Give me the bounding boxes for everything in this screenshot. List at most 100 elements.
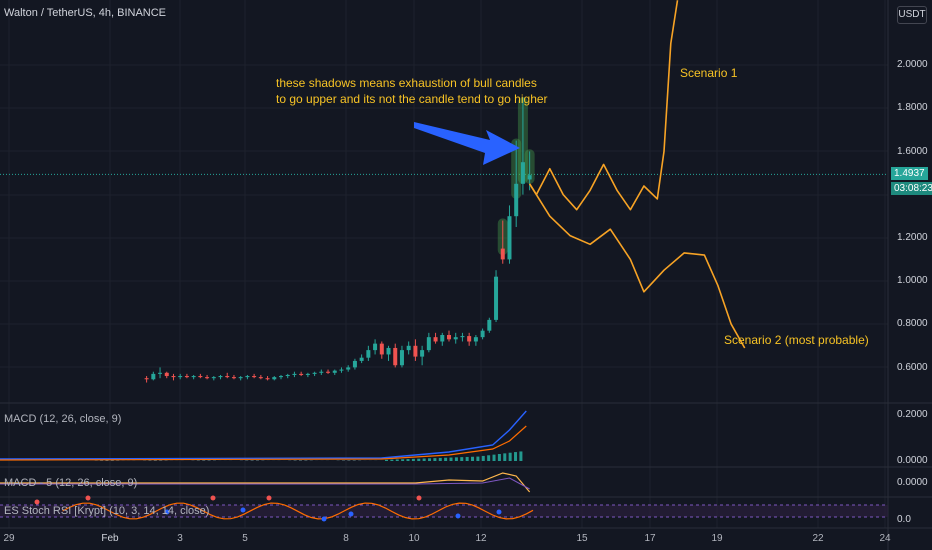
countdown-badge: 03:08:23: [891, 182, 932, 195]
candle-body: [312, 372, 317, 374]
candle-body: [332, 370, 337, 373]
x-tick: 19: [711, 533, 723, 544]
candle-body: [373, 343, 378, 351]
candle-body: [245, 376, 250, 378]
macd-histogram-bar: [465, 456, 469, 461]
macd-histogram-bar: [460, 457, 464, 461]
annotation-arrow: [414, 122, 520, 165]
candle-body: [305, 373, 310, 375]
x-tick: 10: [408, 533, 420, 544]
macd-line: [0, 410, 527, 460]
stoch-signal-dot: [416, 495, 422, 501]
candle-body: [258, 377, 263, 379]
macd-histogram-bar: [411, 458, 415, 461]
candle-body: [218, 376, 223, 378]
price-tick: 1.2000: [897, 232, 928, 243]
candle-body: [433, 337, 438, 342]
stoch-band: [0, 505, 888, 517]
candle-body: [299, 373, 304, 375]
candle-body: [359, 357, 364, 361]
macd-histogram-bar: [438, 457, 442, 461]
macd-histogram-bar: [433, 458, 437, 461]
x-tick: 17: [644, 533, 656, 544]
x-tick: 8: [343, 533, 349, 544]
stoch-tick: 0.0: [897, 514, 911, 525]
candle-body: [151, 373, 156, 380]
candle-body: [225, 376, 230, 378]
price-tick: 1.6000: [897, 146, 928, 157]
candle-body: [326, 371, 331, 373]
candle-body: [366, 350, 371, 358]
macd-histogram-bar: [508, 452, 512, 461]
macd-histogram-bar: [503, 453, 507, 461]
candle-body: [426, 337, 431, 351]
candle-body: [319, 371, 324, 373]
x-tick: 22: [812, 533, 824, 544]
candle-body: [238, 377, 243, 379]
macd-histogram-bar: [454, 457, 458, 461]
candle-body: [440, 335, 445, 342]
candle-body: [520, 162, 525, 184]
stoch-k-line: [62, 502, 534, 520]
current-price-badge: 1.4937: [891, 167, 928, 180]
macd-histogram-bar: [492, 454, 496, 461]
candle-body: [379, 343, 384, 355]
candle-body: [473, 337, 478, 342]
stoch-panel-label: ES Stoch RSI [Krypt] (10, 3, 14, 14, clo…: [4, 505, 210, 517]
symbol-title: Walton / TetherUS, 4h, BINANCE: [4, 7, 167, 19]
macd-histogram-bar: [476, 456, 480, 461]
x-tick: 5: [242, 533, 248, 544]
candle-body: [453, 337, 458, 340]
macd-tick: 0.2000: [897, 409, 928, 420]
candle-body: [352, 360, 357, 368]
x-tick: 24: [879, 533, 891, 544]
price-tick: 0.6000: [897, 362, 928, 373]
candle-body: [527, 175, 532, 180]
macd-histogram-bar: [487, 455, 491, 461]
candle-body: [460, 336, 465, 338]
macd-histogram-bar: [401, 459, 405, 461]
scenario-line-1: [528, 0, 679, 211]
price-tick: 2.0000: [897, 59, 928, 70]
macd-histogram-bar: [471, 456, 475, 461]
stoch-signal-dot: [496, 509, 502, 515]
currency-unit-button[interactable]: USDT: [897, 6, 927, 24]
macd-histogram-bar: [428, 458, 432, 461]
x-tick: 29: [3, 533, 15, 544]
candle-body: [252, 376, 257, 378]
candle-body: [467, 336, 472, 342]
macd-histogram-bar: [449, 457, 453, 461]
candle-body: [164, 372, 169, 377]
scenario-1-label: Scenario 1: [680, 66, 738, 80]
macd5-panel-label: MACD - 5 (12, 26, close, 9): [4, 477, 138, 489]
macd-tick: 0.0000: [897, 455, 928, 466]
candle-body: [494, 276, 499, 320]
candle-body: [406, 345, 411, 351]
macd5-line: [0, 472, 531, 493]
x-tick: 12: [475, 533, 487, 544]
candle-body: [205, 377, 210, 379]
candle-body: [507, 216, 512, 260]
candle-body: [386, 347, 391, 355]
price-tick: 1.0000: [897, 275, 928, 286]
candle-body: [447, 335, 451, 340]
candle-body: [178, 376, 183, 378]
macd-histogram-bar: [385, 459, 389, 461]
macd5-tick: 0.0000: [897, 477, 928, 488]
macd-histogram-bar: [395, 459, 399, 461]
candle-body: [231, 377, 236, 379]
candle-body: [191, 376, 196, 378]
candle-body: [285, 374, 290, 377]
candle-body: [265, 378, 270, 380]
macd-histogram-bar: [390, 459, 394, 461]
stoch-signal-dot: [455, 513, 461, 519]
signal-line: [0, 425, 527, 461]
price-tick: 0.8000: [897, 318, 928, 329]
candle-body: [420, 350, 425, 357]
candle-body: [500, 248, 505, 260]
macd5-signal-line: [0, 477, 530, 490]
stoch-signal-dot: [34, 499, 40, 505]
candle-body: [158, 372, 163, 374]
macd-histogram-bar: [422, 458, 426, 461]
